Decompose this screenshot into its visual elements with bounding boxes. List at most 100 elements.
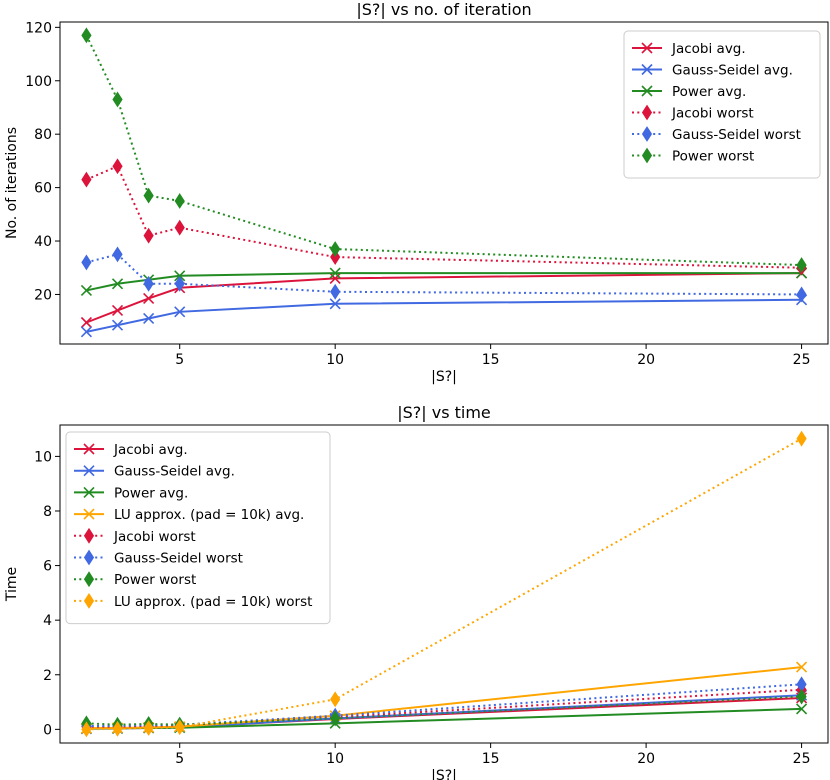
data-point <box>330 249 341 265</box>
legend-entry-gauss-seidel-worst: Gauss-Seidel worst <box>74 549 243 567</box>
series-line <box>85 34 802 267</box>
data-point <box>796 430 807 447</box>
x-tick-label: 15 <box>482 751 500 767</box>
x-tick-label: 20 <box>637 352 655 368</box>
y-tick-label: 100 <box>25 74 52 90</box>
data-point <box>111 304 124 317</box>
data-point <box>112 720 123 737</box>
legend-marker <box>641 126 653 142</box>
data-point <box>81 27 92 44</box>
data-point <box>81 254 92 271</box>
legend-label: Power avg. <box>114 485 188 501</box>
legend-label: LU approx. (pad = 10k) avg. <box>114 507 304 523</box>
legend-entry-gauss-seidel-worst: Gauss-Seidel worst <box>632 126 801 143</box>
legend-marker <box>83 486 95 498</box>
legend-label: Power worst <box>672 149 754 165</box>
legend-entry-lu-approx-pad-10k-avg: LU approx. (pad = 10k) avg. <box>74 507 304 523</box>
legend-entry-jacobi-avg: Jacobi avg. <box>632 41 746 57</box>
data-point <box>174 275 185 292</box>
legend-marker <box>83 571 95 588</box>
series-line <box>86 272 802 324</box>
series-gauss-seidel-avg <box>80 294 808 338</box>
legend-entry-jacobi-worst: Jacobi worst <box>74 527 196 545</box>
data-point <box>174 219 185 236</box>
y-tick-label: 20 <box>34 287 52 303</box>
legend-marker <box>83 592 95 609</box>
series-line <box>86 666 802 730</box>
x-tick-label: 10 <box>326 352 344 368</box>
legend-marker <box>83 465 95 477</box>
y-tick-label: 4 <box>43 613 52 629</box>
legend-entry-jacobi-worst: Jacobi worst <box>632 104 754 122</box>
y-tick-label: 80 <box>34 127 52 143</box>
legend-marker <box>83 549 95 566</box>
legend-entry-power-worst: Power worst <box>632 147 754 165</box>
data-point <box>143 227 154 244</box>
legend-label: Jacobi avg. <box>113 442 188 458</box>
data-point <box>143 187 154 204</box>
legend-marker <box>641 85 653 97</box>
series-gauss-seidel-worst <box>81 246 807 303</box>
legend-label: Gauss-Seidel worst <box>672 127 801 143</box>
data-point <box>796 688 807 705</box>
axes-frame <box>59 424 829 744</box>
y-axis-label: No. of iterations <box>4 127 20 239</box>
series-line <box>86 298 802 333</box>
data-point <box>796 703 808 715</box>
y-tick-label: 6 <box>43 559 52 575</box>
legend-marker <box>83 443 95 455</box>
plot-area <box>80 430 808 738</box>
chart-2: |S?| vs time 5 10 15 20 25 0 2 4 6 8 10 |S?| Time Jaco… <box>4 403 829 780</box>
data-point <box>174 306 186 318</box>
data-point <box>143 292 155 305</box>
data-point <box>329 267 341 279</box>
data-point <box>796 286 807 303</box>
data-point <box>174 719 185 736</box>
data-point <box>796 661 808 673</box>
legend-label: Jacobi worst <box>671 106 754 122</box>
axes-frame <box>59 21 829 345</box>
data-point <box>329 298 341 310</box>
legend-marker <box>641 63 653 76</box>
legend-marker <box>641 42 653 54</box>
data-point <box>111 319 124 331</box>
data-point <box>143 720 154 736</box>
x-tick-label: 5 <box>175 352 184 368</box>
chart-title: |S?| vs no. of iteration <box>356 0 531 19</box>
series-jacobi-avg <box>80 267 808 329</box>
legend-box <box>623 30 821 179</box>
y-tick-label: 2 <box>43 668 52 684</box>
series-jacobi-worst <box>81 158 807 276</box>
data-point <box>80 284 92 297</box>
chart-1: |S?| vs no. of iteration 5 10 15 20 25 20 40 60 8… <box>4 0 829 385</box>
legend-marker <box>641 104 653 121</box>
x-tick-label: 15 <box>482 352 500 368</box>
y-tick-label: 120 <box>25 20 52 36</box>
y-tick-label: 0 <box>43 722 52 738</box>
series-power-avg <box>80 703 808 735</box>
series-lu-approx-pad-10k-worst <box>81 430 807 738</box>
series-lu-approx-pad-10k-avg <box>80 661 808 734</box>
legend-entry-power-avg: Power avg. <box>74 485 188 501</box>
legend-entry-power-worst: Power worst <box>74 571 196 588</box>
data-point <box>112 91 123 108</box>
series-line <box>86 437 803 731</box>
legend-label: LU approx. (pad = 10k) worst <box>114 594 312 610</box>
y-tick-label: 10 <box>34 449 52 465</box>
y-tick-label: 60 <box>34 181 52 197</box>
legend-entry-lu-approx-pad-10k-worst: LU approx. (pad = 10k) worst <box>74 592 312 610</box>
data-point <box>112 246 123 263</box>
legend-label: Jacobi worst <box>113 529 196 545</box>
data-point <box>174 270 186 282</box>
legend-label: Power worst <box>114 572 196 588</box>
legend-marker <box>83 508 95 520</box>
data-point <box>330 691 341 708</box>
y-tick-label: 40 <box>34 234 52 250</box>
series-line <box>86 253 802 296</box>
legend-label: Gauss-Seidel avg. <box>114 464 235 480</box>
legend: Jacobi avg. Gauss-Seidel avg. Power avg. Ja… <box>623 30 821 179</box>
y-axis-label: Time <box>4 567 20 602</box>
x-axis-label: |S?| <box>431 369 457 385</box>
plot-area <box>80 27 808 338</box>
